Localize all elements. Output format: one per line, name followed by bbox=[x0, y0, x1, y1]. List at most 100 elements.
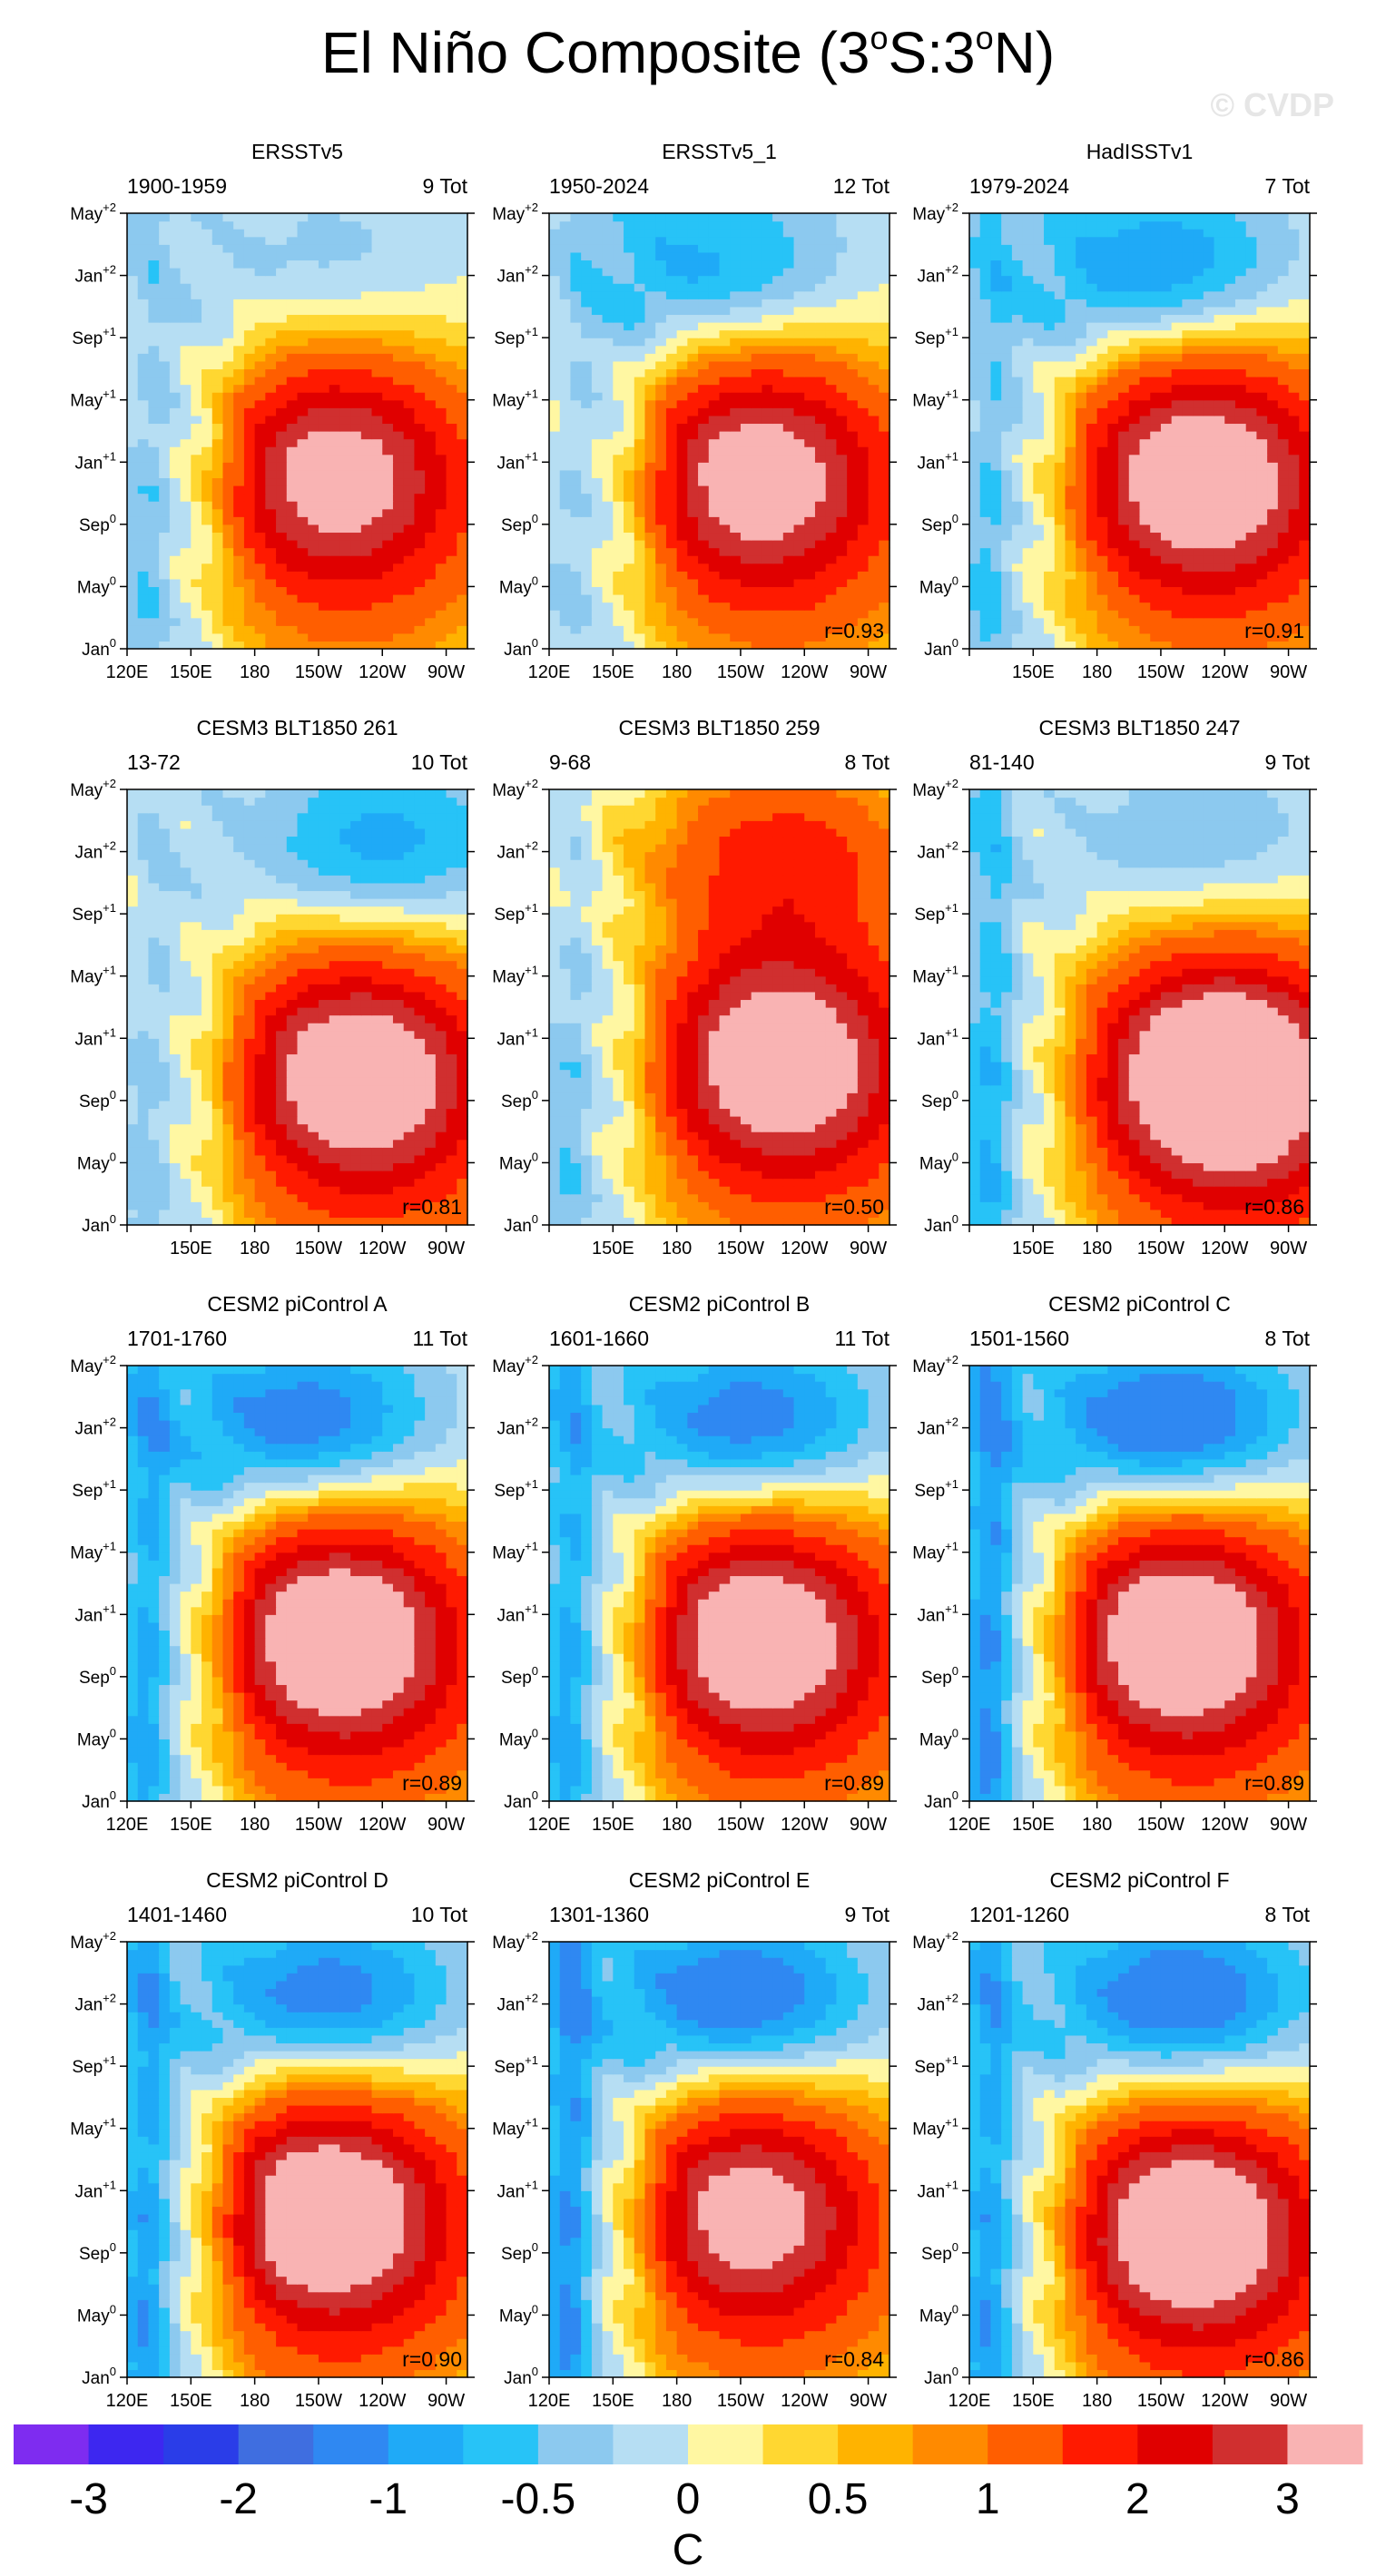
heatmap-cell bbox=[1171, 586, 1183, 595]
heatmap-cell bbox=[1214, 501, 1225, 510]
heatmap-cell bbox=[211, 345, 224, 354]
heatmap-cell bbox=[371, 485, 383, 495]
heatmap-cell bbox=[549, 594, 561, 603]
heatmap-cell bbox=[613, 322, 624, 331]
heatmap-cell bbox=[329, 314, 340, 323]
heatmap-cell bbox=[1299, 345, 1311, 354]
heatmap-cell bbox=[435, 314, 447, 323]
heatmap-cell bbox=[222, 368, 234, 377]
heatmap-cell bbox=[1139, 431, 1151, 440]
heatmap-cell bbox=[169, 477, 182, 486]
heatmap-cell bbox=[148, 275, 160, 284]
y-tick-label: May+2 bbox=[492, 201, 538, 224]
heatmap-cell bbox=[180, 251, 192, 261]
heatmap-cell bbox=[148, 268, 160, 277]
heatmap-cell bbox=[613, 251, 624, 261]
heatmap-cell bbox=[148, 260, 160, 269]
heatmap-cell bbox=[979, 377, 992, 386]
heatmap-cell bbox=[286, 338, 299, 347]
heatmap-cell bbox=[570, 508, 582, 517]
heatmap-cell bbox=[602, 329, 614, 338]
heatmap-cell bbox=[371, 540, 383, 549]
heatmap-cell bbox=[403, 368, 416, 377]
heatmap-cell bbox=[868, 399, 880, 408]
heatmap-cell bbox=[559, 501, 572, 510]
heatmap-cell bbox=[857, 399, 870, 408]
heatmap-cell bbox=[793, 578, 805, 588]
heatmap-cell bbox=[581, 314, 593, 323]
heatmap-cell bbox=[1224, 617, 1236, 626]
heatmap-cell bbox=[1171, 477, 1183, 486]
heatmap-cell bbox=[318, 360, 330, 370]
heatmap-cell bbox=[804, 563, 816, 572]
heatmap-cell bbox=[708, 338, 721, 347]
heatmap-cell bbox=[979, 571, 992, 580]
heatmap-cell bbox=[1214, 377, 1225, 386]
heatmap-cell bbox=[1267, 578, 1279, 588]
heatmap-cell bbox=[979, 617, 992, 626]
heatmap-cell bbox=[1267, 462, 1279, 471]
heatmap-cell bbox=[276, 586, 288, 595]
heatmap-cell bbox=[1128, 469, 1141, 479]
heatmap-cell bbox=[559, 260, 572, 269]
heatmap-cell bbox=[148, 610, 160, 619]
heatmap-cell bbox=[1065, 594, 1076, 603]
heatmap-cell bbox=[1193, 625, 1204, 634]
heatmap-cell bbox=[243, 384, 256, 393]
heatmap-cell bbox=[180, 377, 192, 386]
heatmap-cell bbox=[1001, 446, 1013, 455]
heatmap-cell bbox=[403, 314, 416, 323]
heatmap-cell bbox=[624, 508, 635, 517]
heatmap-cell bbox=[719, 229, 731, 238]
heatmap-cell bbox=[1011, 555, 1024, 564]
heatmap-cell bbox=[329, 493, 340, 502]
heatmap-cell bbox=[581, 299, 593, 308]
heatmap-cell bbox=[435, 322, 447, 331]
heatmap-cell bbox=[127, 462, 139, 471]
heatmap-cell bbox=[868, 524, 880, 534]
heatmap-cell bbox=[1203, 446, 1215, 455]
heatmap-cell bbox=[1160, 632, 1173, 642]
heatmap-cell bbox=[1224, 446, 1236, 455]
heatmap-cell bbox=[350, 641, 362, 650]
heatmap-cell bbox=[1001, 555, 1013, 564]
heatmap-cell bbox=[559, 229, 572, 238]
heatmap-cell bbox=[169, 586, 182, 595]
heatmap-cell bbox=[1288, 594, 1300, 603]
heatmap-cell bbox=[969, 632, 981, 642]
heatmap-cell bbox=[1096, 617, 1108, 626]
heatmap-cell bbox=[191, 446, 202, 455]
heatmap-cell bbox=[350, 299, 362, 308]
heatmap-cell bbox=[243, 508, 256, 517]
heatmap-cell bbox=[836, 516, 848, 525]
heatmap-cell bbox=[782, 516, 795, 525]
heatmap-cell bbox=[243, 547, 256, 556]
heatmap-cell bbox=[1267, 610, 1279, 619]
heatmap-cell bbox=[137, 641, 150, 650]
heatmap-cell bbox=[1011, 485, 1024, 495]
heatmap-cell bbox=[286, 540, 299, 549]
heatmap-cell bbox=[634, 244, 646, 253]
heatmap-cell bbox=[559, 353, 572, 362]
heatmap-cell bbox=[297, 407, 309, 416]
heatmap-cell bbox=[719, 555, 731, 564]
heatmap-cell bbox=[127, 516, 139, 525]
heatmap-cell bbox=[414, 431, 426, 440]
heatmap-cell bbox=[1065, 338, 1076, 347]
heatmap-cell bbox=[591, 213, 604, 222]
heatmap-cell bbox=[836, 563, 848, 572]
heatmap-cell bbox=[676, 508, 688, 517]
heatmap-cell bbox=[392, 485, 405, 495]
heatmap-cell bbox=[201, 314, 213, 323]
heatmap-cell bbox=[382, 438, 394, 447]
heatmap-cell bbox=[1128, 501, 1141, 510]
heatmap-cell bbox=[814, 602, 827, 611]
heatmap-cell bbox=[1022, 571, 1034, 580]
heatmap-cell bbox=[719, 586, 731, 595]
heatmap-cell bbox=[559, 314, 572, 323]
heatmap-cell bbox=[1076, 329, 1087, 338]
heatmap-cell bbox=[457, 260, 468, 269]
heatmap-cell bbox=[825, 446, 838, 455]
heatmap-cell bbox=[457, 290, 468, 299]
heatmap-cell bbox=[233, 610, 245, 619]
